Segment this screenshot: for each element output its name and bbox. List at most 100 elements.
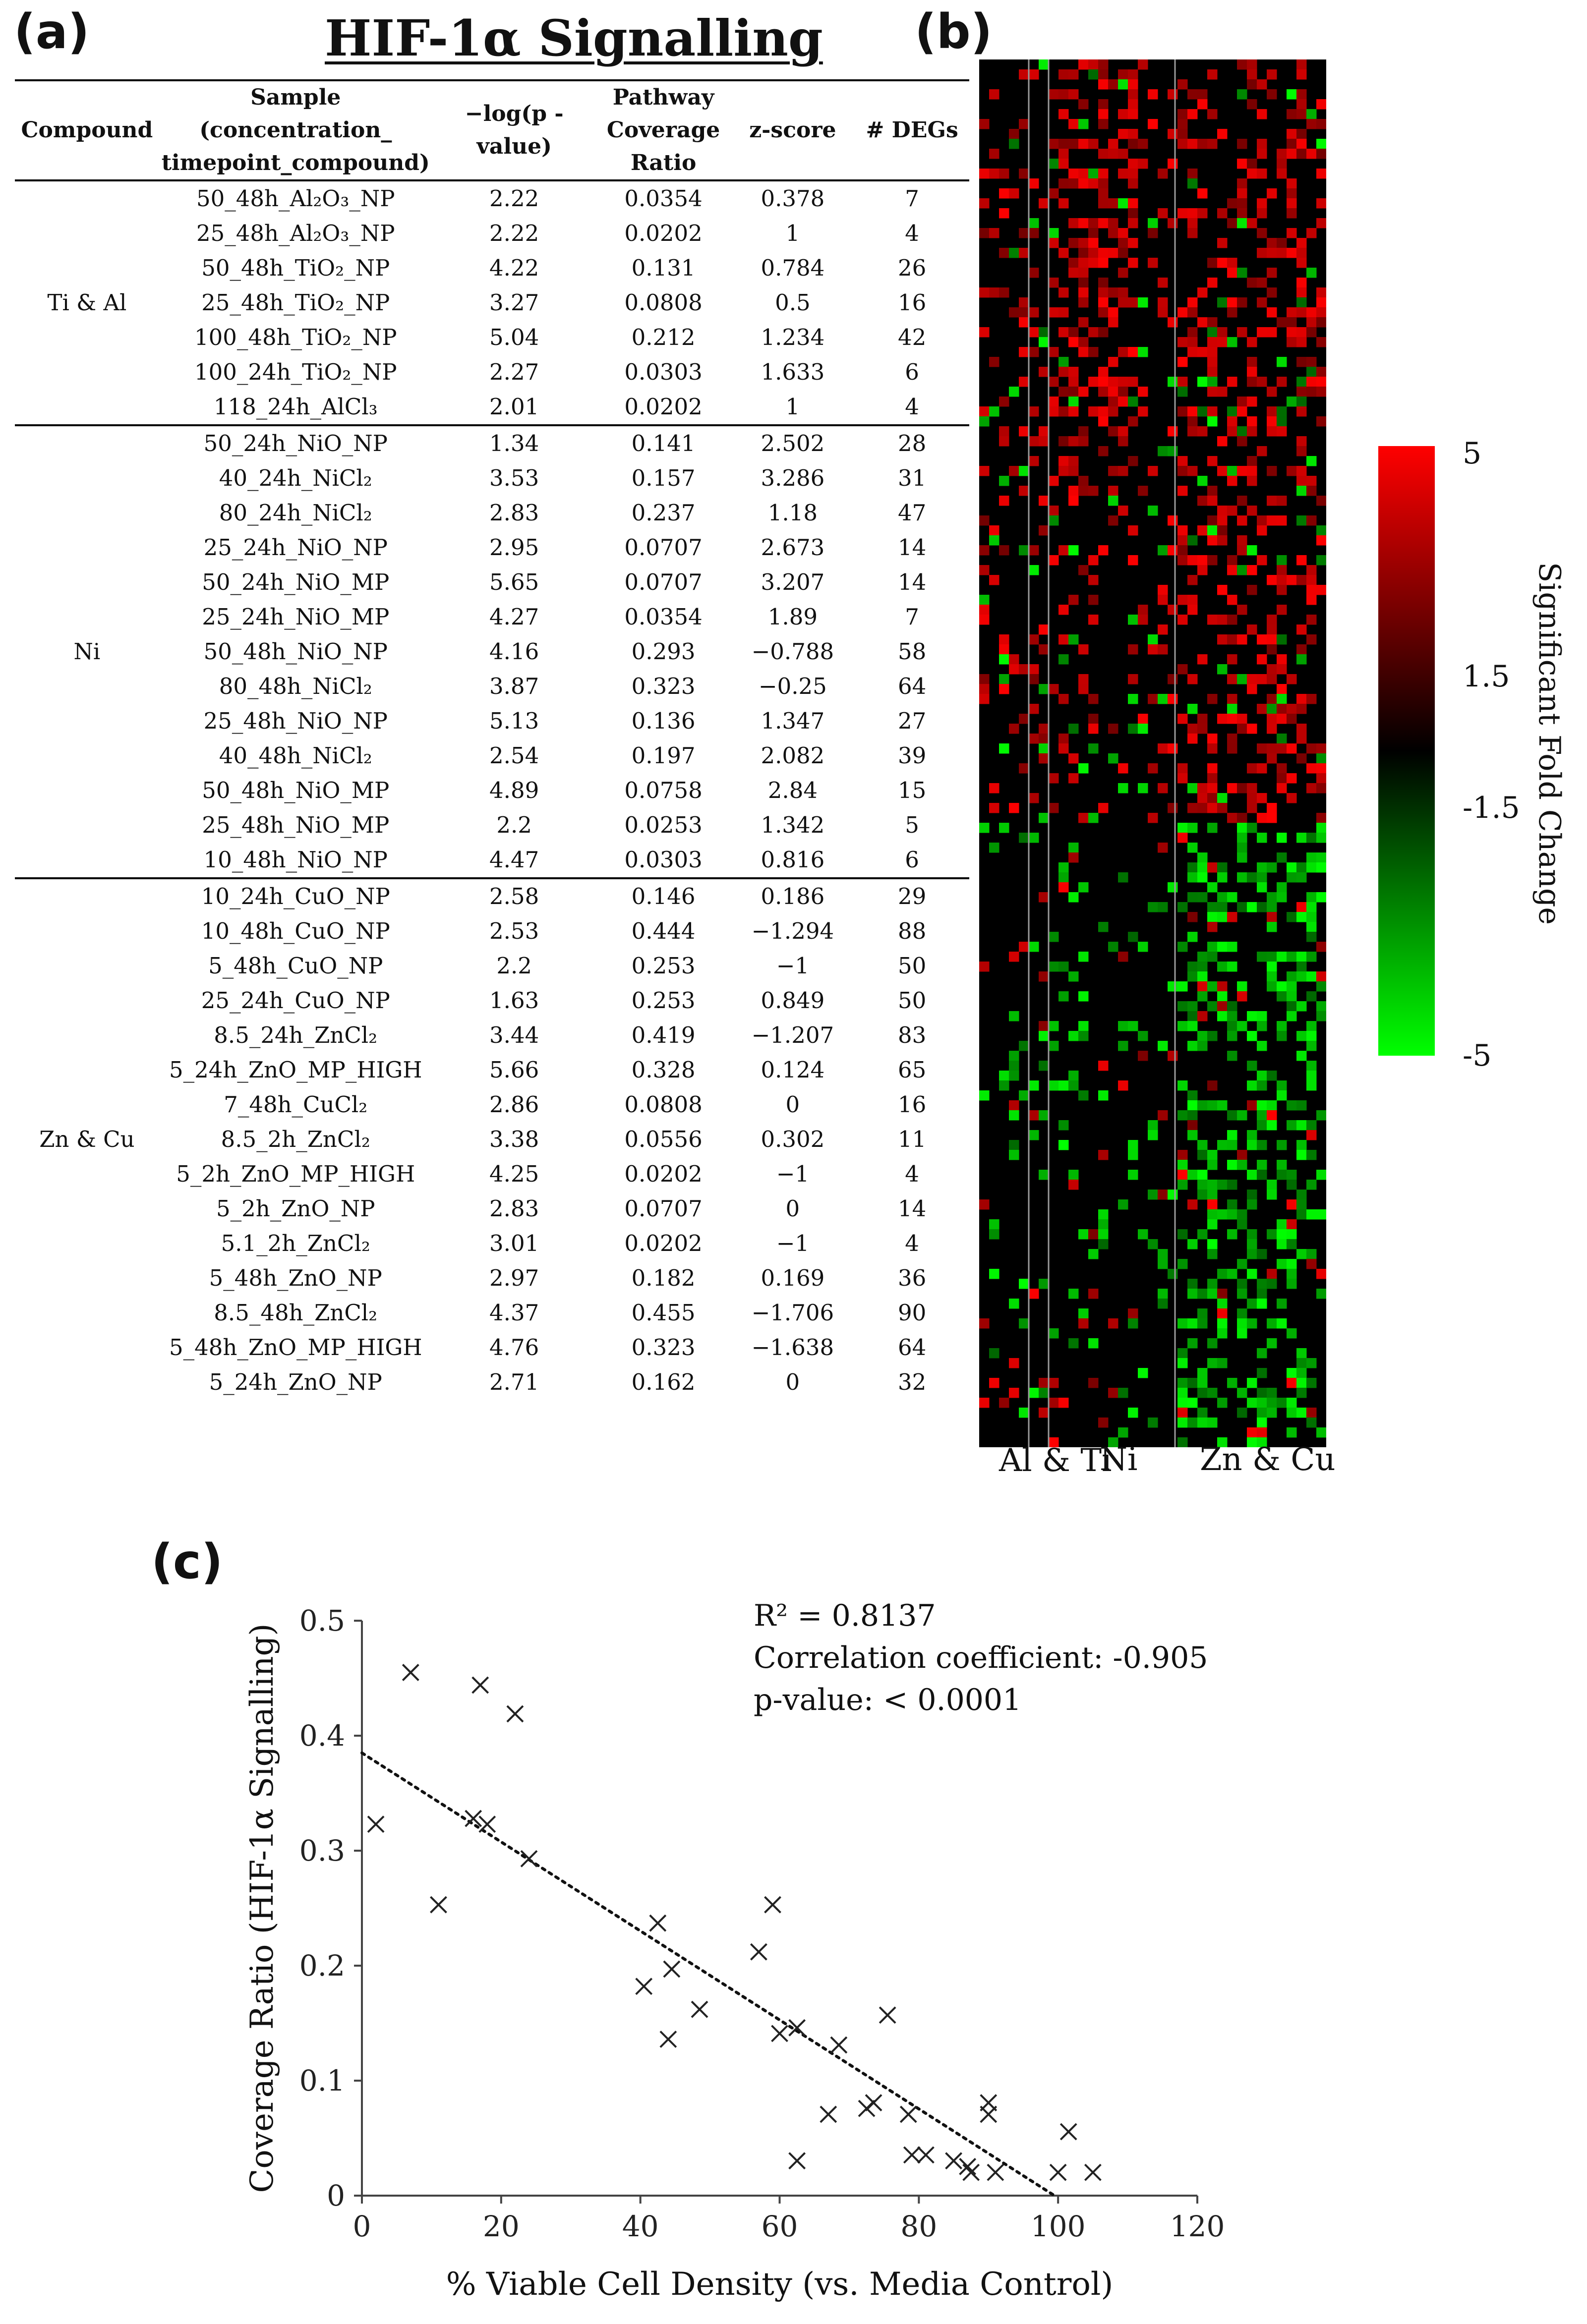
heatmap-cell [1247,99,1257,110]
heatmap-cell [1257,327,1267,338]
heatmap-cell [1237,515,1247,526]
heatmap-cell [1217,803,1228,813]
heatmap-cell [1227,1209,1237,1220]
heatmap-cell [999,1080,1009,1091]
heatmap-cell [1029,565,1039,575]
heatmap-cell [1078,287,1089,298]
heatmap-cell [1088,258,1099,268]
heatmap-cell [1257,1041,1267,1051]
heatmap-cell [1227,1180,1237,1190]
heatmap-cell [1217,615,1228,625]
heatmap-cell [1019,1041,1029,1051]
heatmap-cell [1039,1378,1049,1388]
table-cell: 100_48h_TiO₂_NP [194,324,397,350]
heatmap-cell [999,684,1009,694]
table-cell: 50_48h_Al₂O₃_NP [196,185,395,212]
table-row: 5_24h_ZnO_MP_HIGH 5.66 0.328 0.124 65 [15,1053,969,1087]
heatmap-cell [1247,1011,1257,1021]
heatmap-cell [1306,1061,1317,1071]
heatmap-cell [1227,813,1237,823]
heatmap-cell [979,198,990,209]
heatmap-cell [1068,387,1079,397]
heatmap-cell [1217,1011,1228,1021]
heatmap-cell [1227,1378,1237,1388]
heatmap-cell [1257,674,1267,684]
heatmap-cell [1049,89,1059,100]
table-group-name: Zn & Cu [15,877,159,1400]
heatmap-cell [979,287,990,298]
heatmap-cell [1058,149,1069,159]
heatmap-cell [1217,892,1228,903]
heatmap-cell [1009,1140,1019,1150]
heatmap-cell [1088,575,1099,585]
table-cell: 64 [897,673,927,699]
heatmap-cell [1207,1031,1218,1041]
heatmap-cell [1019,377,1029,387]
heatmap-cell [1187,595,1198,605]
heatmap-cell [1187,178,1198,189]
heatmap-cell [1217,1308,1228,1319]
heatmap-cell [1197,1368,1208,1378]
table-cell: 40_48h_NiCl₂ [219,742,372,769]
heatmap-cell [999,397,1009,407]
heatmap-cell [1287,1427,1297,1438]
heatmap-cell [1138,1031,1148,1041]
heatmap-cell [1217,942,1228,952]
heatmap-cell [1227,714,1237,724]
table-cell: 25_48h_NiO_NP [203,708,388,734]
heatmap-cell [1138,783,1148,794]
heatmap-cell [1217,991,1228,1002]
heatmap-cell [1277,684,1287,694]
heatmap-cell [1316,1427,1326,1438]
heatmap-cell [1247,1229,1257,1240]
heatmap-cell [1277,654,1287,665]
heatmap-cell [1049,506,1059,516]
heatmap-cell [979,694,990,704]
table-row: 50_48h_TiO₂_NP 4.22 0.131 0.784 26 [15,251,969,285]
heatmap-cell [1277,892,1287,903]
heatmap-cell [1177,833,1188,843]
heatmap-cell [1187,783,1198,794]
heatmap-cell [1306,912,1317,922]
heatmap-cell [1316,367,1326,377]
table-cell: 15 [897,777,927,803]
heatmap-cell [1267,287,1277,298]
heatmap-cell [1306,1150,1317,1160]
heatmap-cell [1277,426,1287,437]
heatmap-cell [1187,1378,1198,1388]
heatmap-cell [1197,981,1208,992]
heatmap-cell [1177,1259,1188,1269]
heatmap-cell [1237,159,1247,169]
table-cell: 0.849 [761,987,825,1014]
heatmap-cell [1197,892,1208,903]
heatmap-cell [989,1219,999,1230]
heatmap-cell [1128,99,1138,110]
heatmap-cell [1237,981,1247,992]
heatmap-cell [1039,1408,1049,1418]
heatmap-cell [1168,694,1178,704]
table-row: 25_24h_NiO_MP 4.27 0.0354 1.89 7 [15,600,969,634]
heatmap-cell [1187,843,1198,853]
heatmap-cell [979,228,990,238]
heatmap-cell [1078,674,1089,684]
heatmap-cell [1296,278,1307,288]
heatmap-cell [1247,1031,1257,1041]
heatmap-cell [979,684,990,694]
heatmap-cell [1039,734,1049,744]
heatmap-cell [1058,882,1069,893]
table-cell: 0.169 [761,1265,825,1291]
heatmap-cell [1177,119,1188,129]
heatmap-cell [1187,803,1198,813]
heatmap-cell [1019,545,1029,556]
heatmap-cell [1158,297,1168,308]
table-cell: 0.302 [761,1126,825,1152]
heatmap-cell [1049,159,1059,169]
heatmap-cell [1306,327,1317,338]
heatmap-cell [1068,852,1079,863]
heatmap-cell [1316,387,1326,397]
table-group-name: Ti & Al [47,289,127,316]
heatmap-cell [1207,317,1218,328]
heatmap-cell [1158,169,1168,179]
heatmap-cell [1306,615,1317,625]
heatmap-cell [999,476,1009,486]
